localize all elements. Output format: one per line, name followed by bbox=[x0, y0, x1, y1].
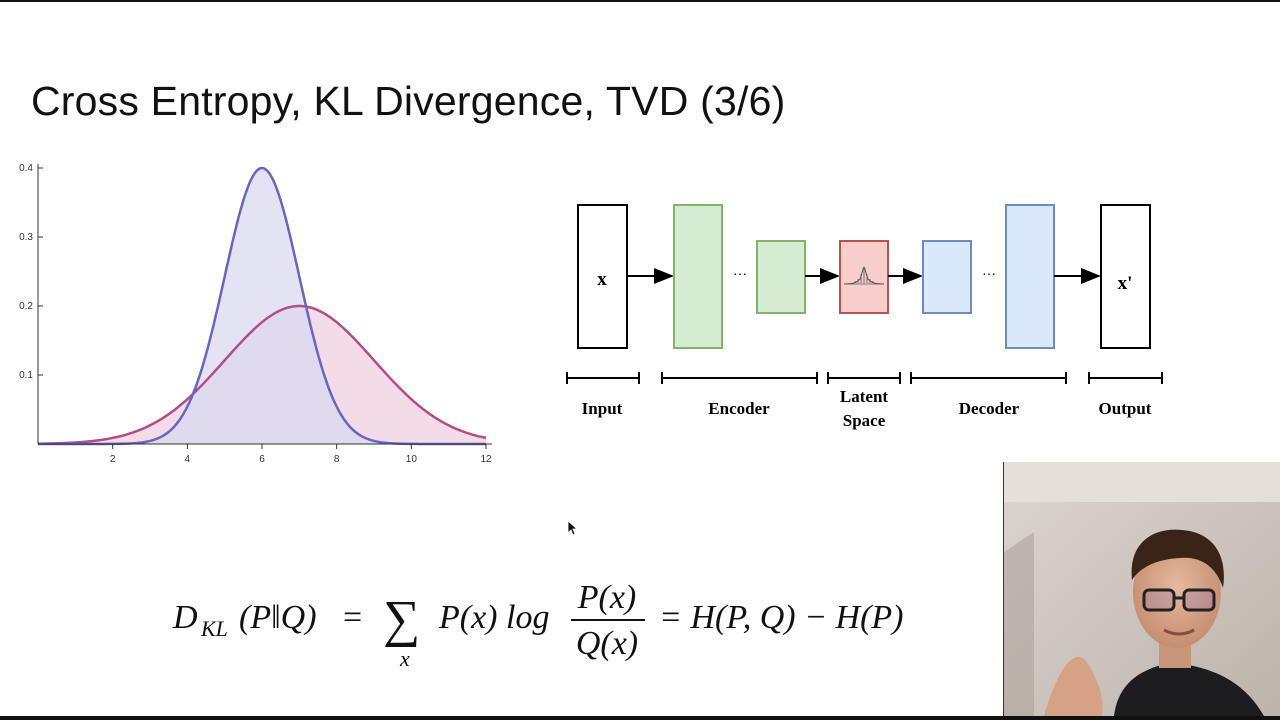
mouse-cursor-icon bbox=[567, 520, 579, 536]
y-tick-label: 0.3 bbox=[19, 232, 33, 243]
gaussian-icon bbox=[843, 266, 885, 285]
output-node-label: x' bbox=[1118, 273, 1133, 294]
section-brackets bbox=[566, 372, 1163, 384]
decoder-layer-1 bbox=[922, 240, 972, 314]
label-output: Output bbox=[1099, 399, 1152, 418]
input-node-label: x bbox=[597, 269, 607, 290]
output-box bbox=[1100, 204, 1151, 349]
y-tick-label: 0.4 bbox=[19, 163, 33, 174]
kl-divergence-formula: D KL (P‖Q) = ∑ x P(x) log P(x) Q(x) = H(… bbox=[172, 579, 904, 671]
label-decoder: Decoder bbox=[959, 399, 1020, 418]
formula-args: (P‖Q) bbox=[239, 599, 317, 636]
formula-D: D bbox=[172, 599, 198, 636]
formula-sum-subscript: x bbox=[399, 646, 410, 671]
label-latent-line1: Latent bbox=[840, 387, 889, 406]
decoder-ellipsis: ··· bbox=[982, 268, 996, 283]
x-tick-label: 10 bbox=[406, 454, 418, 465]
formula-numerator: P(x) bbox=[577, 579, 637, 616]
formula-term: P(x) log bbox=[438, 599, 549, 636]
webcam-presenter-icon bbox=[1004, 462, 1280, 716]
slide-title: Cross Entropy, KL Divergence, TVD (3/6) bbox=[31, 78, 786, 124]
encoder-ellipsis: ··· bbox=[733, 268, 747, 283]
formula-subscript-kl: KL bbox=[200, 616, 228, 641]
autoencoder-diagram: x ··· ··· x' Input Encoder Latent Space … bbox=[566, 204, 1163, 430]
video-frame-top bbox=[0, 0, 1280, 2]
x-tick-label: 8 bbox=[334, 454, 340, 465]
decoder-layer-2 bbox=[1005, 204, 1055, 349]
formula-denominator: Q(x) bbox=[576, 625, 638, 662]
formula-rhs: = H(P, Q) − H(P) bbox=[659, 599, 904, 636]
series-line-2 bbox=[38, 304, 487, 445]
label-input: Input bbox=[582, 399, 623, 418]
formula-equals-1: = bbox=[343, 599, 362, 636]
x-tick-label: 12 bbox=[480, 454, 492, 465]
label-encoder: Encoder bbox=[708, 399, 770, 418]
y-tick-label: 0.2 bbox=[19, 301, 33, 312]
x-tick-label: 2 bbox=[110, 454, 116, 465]
series-area-1 bbox=[38, 168, 486, 444]
y-tick-label: 0.1 bbox=[19, 370, 33, 381]
webcam-overlay bbox=[1003, 462, 1280, 716]
formula-sum: ∑ bbox=[383, 591, 420, 648]
video-frame-bottom bbox=[0, 716, 1280, 720]
distribution-chart: 2 4 6 8 10 12 0.1 0.2 0.3 0.4 bbox=[19, 163, 492, 465]
encoder-layer-2 bbox=[756, 240, 806, 314]
encoder-layer-1 bbox=[673, 204, 723, 349]
x-tick-label: 4 bbox=[185, 454, 191, 465]
label-latent-line2: Space bbox=[843, 411, 886, 430]
x-tick-label: 6 bbox=[259, 454, 265, 465]
